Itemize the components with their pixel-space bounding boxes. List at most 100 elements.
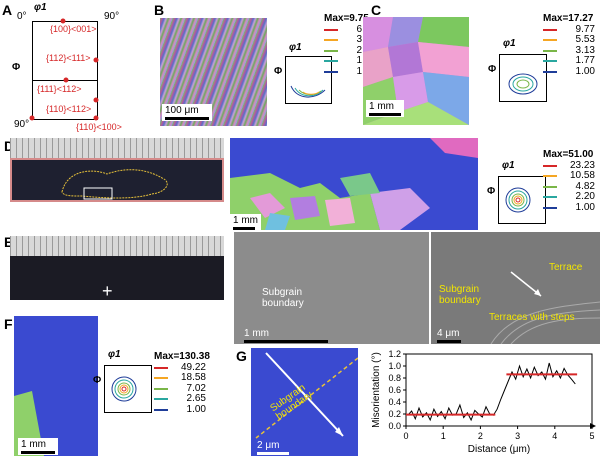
legend-b-max: Max=9.75	[324, 13, 369, 24]
legend-d-v2: 4.82	[575, 180, 595, 192]
scale-bar-d-label: 1 mm	[233, 215, 258, 226]
sem-image-e1: Subgrain boundary 1 mm	[234, 232, 429, 344]
sem-image-e2: Subgrain boundary Terrace Terraces with …	[431, 232, 600, 344]
y-tick-label: 1.0	[388, 361, 401, 371]
orientation-112-111: {112}<111>	[46, 53, 91, 63]
scale-bar-d: 1 mm	[230, 214, 261, 231]
legend-f-v2: 7.02	[186, 382, 206, 394]
y-tick-label: 0.6	[388, 385, 401, 395]
panel-label-g: G	[236, 348, 247, 364]
scale-bar-e2: 4 μm	[437, 328, 461, 343]
pole-phi1-b: φ1	[289, 42, 302, 53]
ruler-e	[10, 236, 224, 256]
panel-label-c: C	[371, 2, 382, 18]
pole-Phi-c: Φ	[488, 64, 497, 75]
legend-f-v3: 2.65	[186, 393, 206, 404]
y-tick-label: 0.2	[388, 409, 401, 419]
sem2-steps-label: Terraces with steps	[489, 312, 575, 323]
pole-phi1-c: φ1	[503, 38, 516, 49]
legend-c-max: Max=17.27	[543, 13, 594, 24]
scale-bar-b-label: 100 μm	[165, 105, 199, 116]
series-line-0	[407, 362, 576, 422]
pole-Phi-d: Φ	[487, 186, 496, 197]
legend-f-max: Max=130.38	[154, 351, 210, 362]
legend-d: Max=51.00 23.23 10.58 4.82 2.20 1.00	[543, 149, 595, 213]
sem1-subgrain-label: Subgrain boundary	[262, 287, 304, 309]
sem2-terrace-label: Terrace	[549, 262, 583, 273]
legend-d-v3: 2.20	[575, 191, 595, 202]
panel-label-f: F	[4, 316, 13, 332]
cross-marker-icon: +	[102, 281, 113, 301]
orientation-100-001: {100}<001>	[50, 24, 97, 34]
pole-figure-f: φ1 Φ	[92, 349, 154, 413]
ebsd-map-g: Subgrain boundary 2 μm	[251, 348, 358, 456]
legend-d-max: Max=51.00	[543, 149, 594, 160]
scale-bar-b: 100 μm	[162, 104, 212, 121]
panel-label-b: B	[154, 2, 165, 18]
legend-f-v1: 18.58	[180, 372, 206, 383]
scale-bar-e2-label: 4 μm	[437, 328, 460, 339]
scale-bar-e1: 1 mm	[244, 328, 344, 343]
x-tick-label: 1	[441, 431, 446, 441]
orientation-110-100: {110}<100>	[76, 122, 122, 132]
ebsd-map-d	[230, 138, 478, 230]
pole-Phi-b: Φ	[274, 66, 283, 77]
scale-bar-g: 2 μm	[257, 440, 289, 455]
panel-label-e: E	[4, 234, 14, 250]
pole-phi1-f: φ1	[108, 349, 121, 360]
Phi-axis-label: Φ	[12, 62, 21, 73]
axis-90-label: 90°	[104, 11, 120, 22]
legend-d-v1: 10.58	[569, 170, 595, 181]
legend-c-v3: 1.77	[575, 55, 595, 66]
axis-0-label: 0°	[17, 11, 27, 22]
pole-Phi-f: Φ	[93, 375, 102, 386]
orientation-map-a: φ1 0° 90° Φ 90° {100}<001> {112}<111> {1…	[0, 0, 150, 135]
sample-photo-e: +	[10, 256, 224, 300]
legend-c: Max=17.27 9.77 5.53 3.13 1.77 1.00	[543, 13, 595, 77]
y-tick-label: 1.2	[388, 349, 401, 359]
ebsd-map-f	[14, 316, 98, 456]
legend-d-v4: 1.00	[575, 201, 595, 213]
scale-bar-g-label: 2 μm	[257, 440, 280, 451]
x-axis-arrow	[590, 423, 596, 429]
x-tick-label: 0	[403, 431, 408, 441]
y-tick-label: 0.4	[388, 397, 401, 407]
phi1-axis-label: φ1	[34, 2, 47, 13]
legend-c-v1: 5.53	[575, 34, 595, 45]
legend-f-v4: 1.00	[186, 403, 206, 415]
y-axis-label: Misorientation (°)	[371, 352, 382, 428]
sem2-subgrain-label: Subgrain boundary	[439, 284, 481, 306]
misorientation-chart: 0 1 2 3 4 5 0.0 0.2 0.4 0.6 0.8 1.0 1.2 Distance (μm)…	[371, 349, 596, 455]
legend-c-v2: 3.13	[575, 44, 595, 56]
pole-figure-b: φ1 Φ	[273, 42, 332, 104]
scale-bar-c: 1 mm	[366, 100, 404, 117]
pole-phi1-d: φ1	[502, 160, 515, 171]
x-axis-label: Distance (μm)	[468, 444, 530, 455]
scale-bar-f: 1 mm	[18, 438, 58, 455]
y-tick-label: 0.8	[388, 373, 401, 383]
sample-photo-d	[10, 158, 224, 202]
orientation-111-112: {111}<112>	[37, 84, 82, 94]
panel-label-a: A	[2, 2, 13, 18]
scale-bar-f-label: 1 mm	[21, 439, 46, 450]
scale-bar-c-label: 1 mm	[369, 101, 394, 112]
scale-bar-e1-label: 1 mm	[244, 328, 269, 339]
x-tick-label: 2	[478, 431, 483, 441]
legend-f: Max=130.38 49.22 18.58 7.02 2.65 1.00	[154, 351, 210, 415]
legend-f-v0: 49.22	[180, 361, 206, 373]
orientation-points	[29, 18, 99, 121]
x-tick-label: 3	[515, 431, 520, 441]
pole-figure-d: φ1 Φ	[486, 160, 548, 226]
ebsd-map-c	[363, 17, 469, 125]
x-tick-label: 5	[589, 431, 594, 441]
legend-c-v4: 1.00	[575, 65, 595, 77]
x-tick-label: 4	[552, 431, 557, 441]
panel-label-d: D	[4, 138, 14, 154]
legend-d-v0: 23.23	[569, 159, 595, 171]
pole-figure-c: φ1 Φ	[487, 38, 549, 104]
y-tick-label: 0.0	[388, 421, 401, 431]
ruler-d	[10, 138, 224, 158]
legend-c-v0: 9.77	[575, 23, 595, 35]
axis-90-bottom-label: 90°	[14, 119, 30, 130]
orientation-110-112: {110}<112>	[46, 104, 92, 114]
